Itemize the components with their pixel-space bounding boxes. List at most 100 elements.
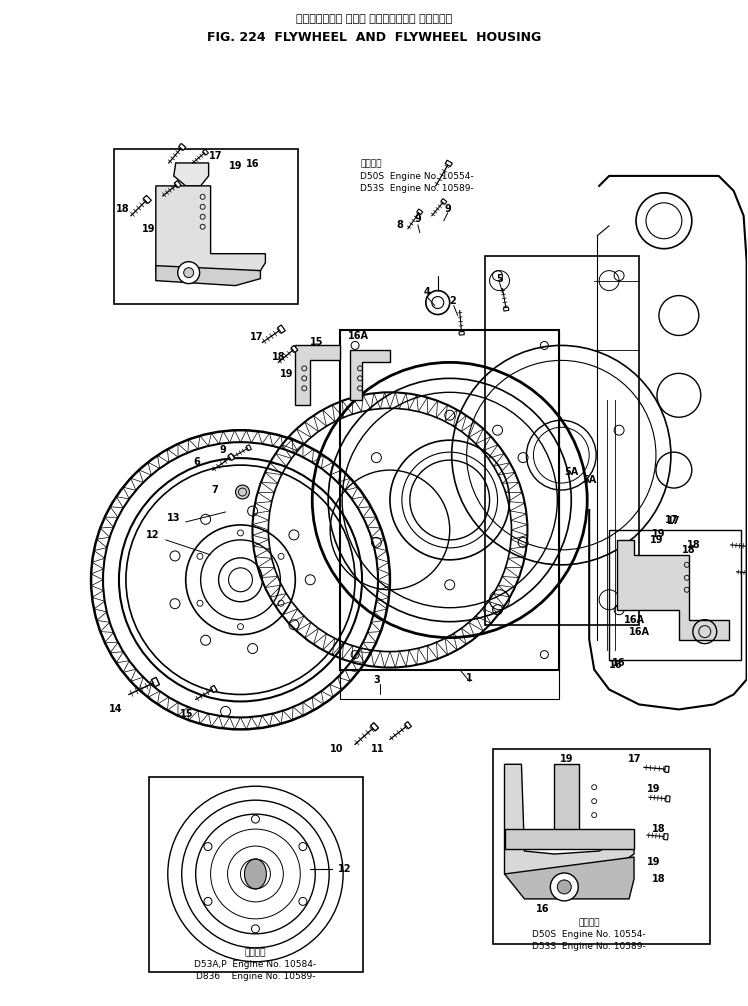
Text: 19: 19 (647, 785, 660, 794)
Polygon shape (143, 195, 151, 203)
Bar (609, 530, 741, 660)
Polygon shape (441, 198, 447, 204)
Polygon shape (179, 144, 186, 150)
Polygon shape (459, 331, 465, 335)
Text: 19: 19 (229, 161, 242, 171)
Text: FIG. 224  FLYWHEEL  AND  FLYWHEEL  HOUSING: FIG. 224 FLYWHEEL AND FLYWHEEL HOUSING (207, 31, 541, 44)
Text: D836    Engine No. 10589-: D836 Engine No. 10589- (196, 972, 315, 981)
Text: 18: 18 (652, 824, 666, 834)
Text: 3: 3 (373, 674, 381, 684)
Text: 7: 7 (211, 485, 218, 495)
Text: 1: 1 (466, 673, 473, 682)
Text: D53S  Engine No. 10589-: D53S Engine No. 10589- (360, 184, 473, 193)
Text: 18: 18 (272, 352, 285, 362)
Polygon shape (174, 163, 209, 186)
Bar (149, 778, 363, 972)
Polygon shape (445, 160, 453, 167)
Text: 19: 19 (652, 529, 666, 539)
Text: 8: 8 (396, 219, 403, 229)
Polygon shape (405, 721, 411, 728)
Circle shape (299, 843, 307, 850)
Text: 12: 12 (338, 864, 352, 874)
Bar (493, 749, 710, 944)
Text: フライホイール および フライホイール ハウジング: フライホイール および フライホイール ハウジング (296, 14, 452, 24)
Polygon shape (504, 857, 634, 899)
Polygon shape (211, 685, 217, 692)
Polygon shape (663, 834, 668, 840)
Text: 適用番号: 適用番号 (245, 949, 266, 958)
Text: 適用番号: 適用番号 (578, 918, 600, 928)
Text: 4: 4 (423, 287, 430, 297)
Circle shape (204, 843, 212, 850)
Polygon shape (151, 677, 159, 687)
Text: 2: 2 (450, 296, 456, 306)
Text: 9: 9 (414, 214, 421, 223)
Text: 17: 17 (250, 332, 263, 342)
Text: 17: 17 (665, 515, 678, 525)
Polygon shape (156, 266, 260, 286)
Text: 適用番号: 適用番号 (360, 159, 381, 168)
Bar (114, 149, 298, 304)
Bar (485, 256, 639, 625)
Polygon shape (350, 350, 390, 400)
Text: 17: 17 (209, 151, 222, 161)
Polygon shape (203, 149, 209, 155)
Text: 16: 16 (613, 658, 626, 668)
Text: 18: 18 (682, 545, 696, 555)
Polygon shape (291, 345, 298, 352)
Polygon shape (417, 209, 423, 214)
Polygon shape (503, 307, 509, 311)
Text: 18: 18 (116, 204, 129, 214)
Circle shape (299, 897, 307, 905)
Text: 19: 19 (560, 754, 573, 765)
Text: 10: 10 (331, 744, 344, 754)
Text: 15: 15 (180, 709, 194, 719)
Text: 5A: 5A (564, 467, 578, 477)
Circle shape (551, 873, 578, 901)
Polygon shape (617, 540, 729, 640)
Text: D50S  Engine No. 10554-: D50S Engine No. 10554- (360, 172, 473, 181)
Text: 16A: 16A (348, 331, 369, 341)
Text: D53A,P  Engine No. 10584-: D53A,P Engine No. 10584- (194, 960, 316, 969)
Polygon shape (156, 186, 266, 271)
Text: 17: 17 (628, 754, 642, 765)
Bar (340, 331, 560, 670)
Text: 16A: 16A (624, 615, 645, 625)
Text: 14: 14 (109, 704, 123, 714)
Circle shape (251, 815, 260, 823)
Circle shape (184, 268, 194, 278)
Text: 17: 17 (667, 516, 681, 526)
Polygon shape (228, 454, 235, 461)
Text: D50S  Engine No. 10554-: D50S Engine No. 10554- (533, 931, 646, 940)
Polygon shape (246, 445, 251, 451)
Ellipse shape (245, 859, 266, 889)
Text: 5: 5 (496, 274, 503, 284)
Circle shape (204, 897, 212, 905)
Text: 16: 16 (610, 660, 623, 670)
Text: 16: 16 (245, 159, 259, 169)
Text: 19: 19 (650, 535, 663, 545)
Text: 5A: 5A (582, 475, 596, 485)
Polygon shape (666, 796, 670, 802)
Text: 19: 19 (647, 857, 660, 867)
Text: 19: 19 (280, 369, 293, 379)
Circle shape (178, 262, 200, 284)
Circle shape (251, 925, 260, 933)
Circle shape (557, 880, 571, 894)
Text: 18: 18 (652, 874, 666, 884)
Text: 9: 9 (219, 445, 226, 455)
Polygon shape (504, 829, 634, 849)
Circle shape (236, 485, 250, 499)
Text: 18: 18 (687, 540, 701, 550)
Polygon shape (370, 722, 378, 731)
Polygon shape (665, 767, 669, 773)
Text: 12: 12 (146, 530, 159, 540)
Text: 13: 13 (167, 513, 180, 523)
Polygon shape (278, 325, 285, 333)
Text: 6: 6 (193, 457, 200, 467)
Text: 11: 11 (371, 744, 384, 754)
Text: 19: 19 (142, 223, 156, 233)
Text: 16: 16 (536, 903, 549, 913)
Text: 9: 9 (444, 204, 451, 214)
Polygon shape (554, 765, 579, 839)
